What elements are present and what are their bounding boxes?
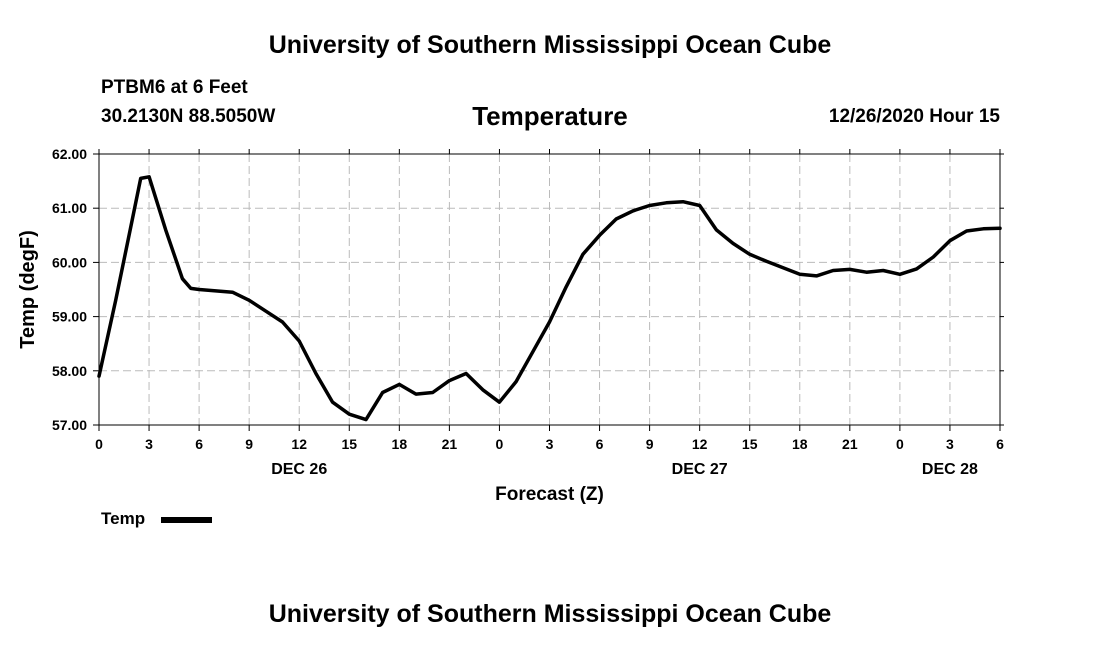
x-tick-label: 0 xyxy=(95,436,103,452)
y-tick-label: 57.00 xyxy=(52,417,87,433)
page-title: University of Southern Mississippi Ocean… xyxy=(268,31,832,59)
x-tick-label: 6 xyxy=(195,436,203,452)
x-tick-label: 18 xyxy=(392,436,408,452)
forecast-datetime: 12/26/2020 Hour 15 xyxy=(828,106,1000,127)
x-tick-label: 3 xyxy=(946,436,954,452)
legend-swatch xyxy=(161,517,212,523)
x-tick-label: 3 xyxy=(145,436,153,452)
grid xyxy=(99,154,1000,425)
x-tick-label: 9 xyxy=(646,436,654,452)
coordinates-label: 30.2130N 88.5050W xyxy=(101,106,276,127)
series-line-temp xyxy=(97,175,1002,422)
x-tick-label: 12 xyxy=(692,436,708,452)
x-tick-label: 15 xyxy=(742,436,758,452)
station-label: PTBM6 at 6 Feet xyxy=(101,77,248,98)
x-tick-label: 21 xyxy=(842,436,858,452)
x-tick-label: 21 xyxy=(442,436,458,452)
x-tick-label: 15 xyxy=(341,436,357,452)
y-axis-label: Temp (degF) xyxy=(17,230,39,349)
y-tick-label: 60.00 xyxy=(52,254,87,270)
series xyxy=(97,175,1002,422)
y-tick-label: 61.00 xyxy=(52,200,87,216)
x-axis-label: Forecast (Z) xyxy=(495,484,604,505)
footer-title: University of Southern Mississippi Ocean… xyxy=(268,600,832,628)
plot-frame xyxy=(98,153,1001,426)
x-tick-label: 12 xyxy=(291,436,307,452)
x-tick-label: 0 xyxy=(896,436,904,452)
x-tick-label: 18 xyxy=(792,436,808,452)
date-label: DEC 28 xyxy=(922,461,978,478)
legend-label: Temp xyxy=(101,509,146,528)
y-tick-label: 62.00 xyxy=(52,146,87,162)
y-tick-label: 59.00 xyxy=(52,309,87,325)
date-label: DEC 26 xyxy=(271,461,327,478)
x-tick-label: 0 xyxy=(496,436,504,452)
y-tick-label: 58.00 xyxy=(52,363,87,379)
date-label: DEC 27 xyxy=(672,461,728,478)
axes: 57.00 58.00 59.00 60.00 61.00 62.00 0 3 6 9 12 15 18… xyxy=(52,146,1004,478)
x-tick-label: 9 xyxy=(245,436,253,452)
x-tick-label: 6 xyxy=(996,436,1004,452)
x-tick-label: 6 xyxy=(596,436,604,452)
x-tick-label: 3 xyxy=(546,436,554,452)
chart-title: Temperature xyxy=(472,101,628,131)
